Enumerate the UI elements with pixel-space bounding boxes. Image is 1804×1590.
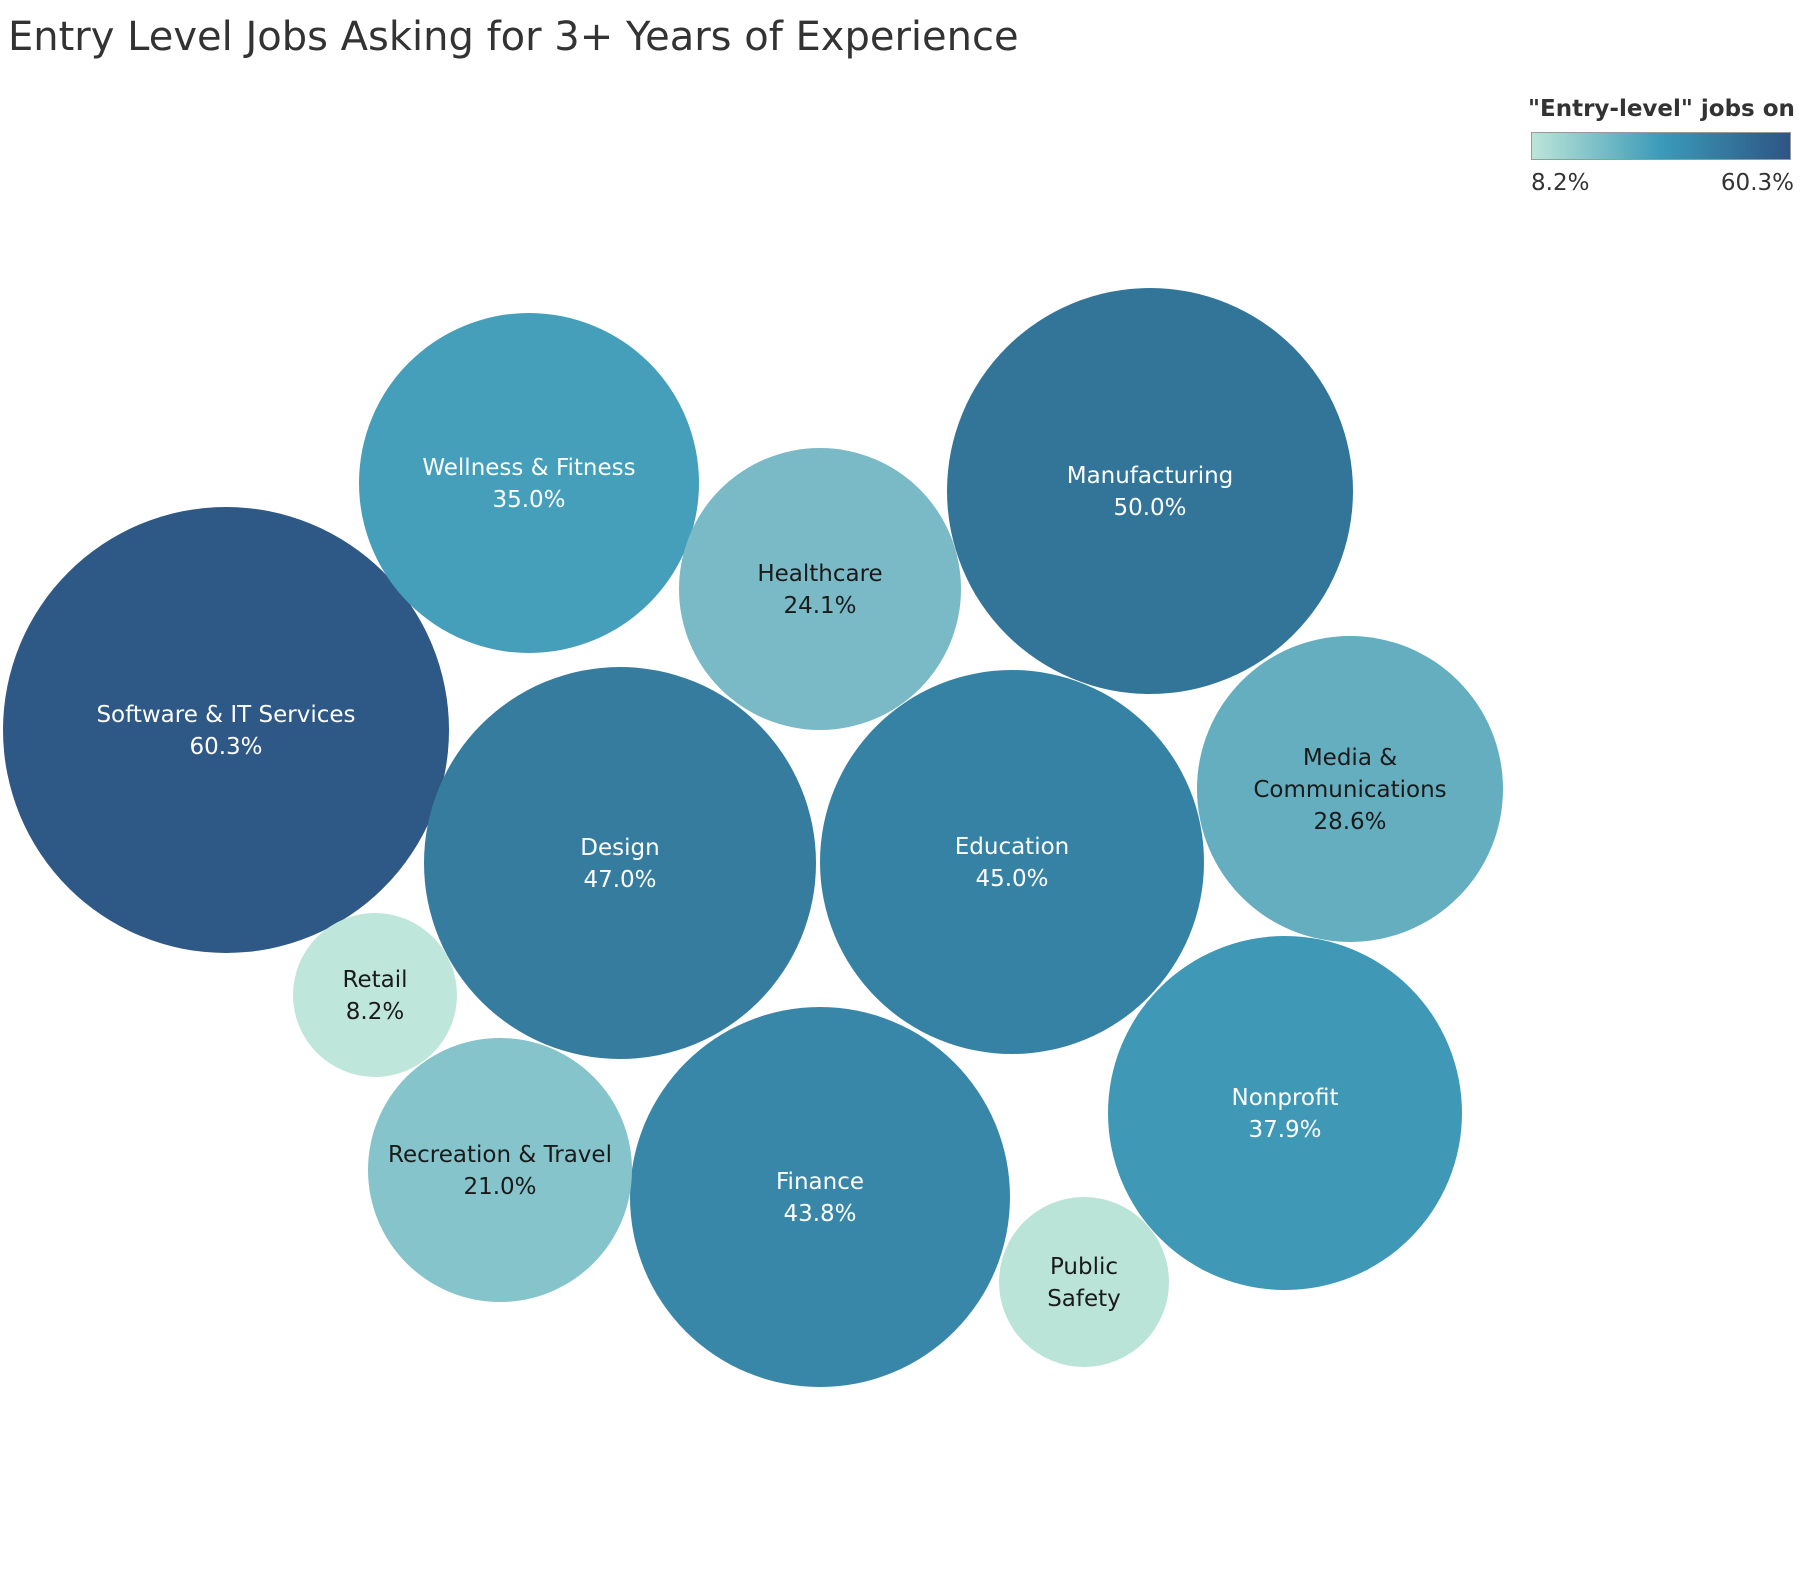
- bubble-value-retail: 8.2%: [346, 999, 404, 1025]
- bubble-manufacturing[interactable]: Manufacturing 50.0%: [947, 288, 1353, 694]
- bubble-value-wellness-and-fitness: 35.0%: [492, 487, 565, 513]
- bubble-value-finance: 43.8%: [783, 1201, 856, 1227]
- bubble-value-manufacturing: 50.0%: [1113, 495, 1186, 521]
- legend-title: "Entry-level" jobs on Li..: [1528, 96, 1804, 122]
- bubble-circle-manufacturing[interactable]: [947, 288, 1353, 694]
- bubble-label-design: Design: [580, 835, 659, 861]
- bubble-media-and-communications[interactable]: Media & Communications 28.6%: [1197, 636, 1503, 942]
- bubble-circle-nonprofit[interactable]: [1108, 936, 1462, 1290]
- bubble-finance[interactable]: Finance 43.8%: [630, 1007, 1010, 1387]
- bubble-label-wellness-and-fitness: Wellness & Fitness: [422, 455, 635, 481]
- bubble-circle-public-safety[interactable]: [999, 1197, 1169, 1367]
- bubble-label-media-and-communications: Communications: [1253, 777, 1446, 803]
- bubble-value-nonprofit: 37.9%: [1248, 1117, 1321, 1143]
- bubble-software-and-it-services[interactable]: Software & IT Services 60.3%: [3, 507, 449, 953]
- bubble-label-recreation-and-travel: Recreation & Travel: [388, 1142, 612, 1168]
- bubble-label-finance: Finance: [776, 1169, 864, 1195]
- bubble-value-media-and-communications: 28.6%: [1313, 809, 1386, 835]
- bubble-circle-healthcare[interactable]: [679, 448, 961, 730]
- legend-min-label: 8.2%: [1531, 170, 1590, 196]
- bubble-label-healthcare: Healthcare: [757, 561, 882, 587]
- bubble-wellness-and-fitness[interactable]: Wellness & Fitness 35.0%: [359, 313, 699, 653]
- bubble-circle-finance[interactable]: [630, 1007, 1010, 1387]
- color-legend: "Entry-level" jobs on Li.. 8.2% 60.3%: [1528, 96, 1804, 196]
- bubble-recreation-and-travel[interactable]: Recreation & Travel 21.0%: [368, 1038, 632, 1302]
- bubble-circle-media-and-communications[interactable]: [1197, 636, 1503, 942]
- bubble-circle-retail[interactable]: [293, 913, 457, 1077]
- bubble-circle-recreation-and-travel[interactable]: [368, 1038, 632, 1302]
- bubble-public-safety[interactable]: Public Safety: [999, 1197, 1169, 1367]
- bubble-label-manufacturing: Manufacturing: [1067, 463, 1234, 489]
- bubble-value-design: 47.0%: [583, 867, 656, 893]
- bubble-label-software-and-it-services: Software & IT Services: [96, 702, 355, 728]
- bubble-value-software-and-it-services: 60.3%: [189, 734, 262, 760]
- bubble-design[interactable]: Design 47.0%: [424, 667, 816, 1059]
- bubble-label-media-and-communications: Media &: [1303, 745, 1397, 771]
- bubble-education[interactable]: Education 45.0%: [820, 670, 1204, 1054]
- bubble-healthcare[interactable]: Healthcare 24.1%: [679, 448, 961, 730]
- legend-gradient-bar: [1531, 132, 1791, 160]
- legend-max-label: 60.3%: [1720, 170, 1794, 196]
- bubble-circle-design[interactable]: [424, 667, 816, 1059]
- bubble-retail[interactable]: Retail 8.2%: [293, 913, 457, 1077]
- bubble-value-recreation-and-travel: 21.0%: [463, 1174, 536, 1200]
- chart-title: Entry Level Jobs Asking for 3+ Years of …: [8, 14, 1019, 60]
- bubble-circle-wellness-and-fitness[interactable]: [359, 313, 699, 653]
- bubble-value-healthcare: 24.1%: [783, 593, 856, 619]
- bubble-label-public-safety: Public: [1050, 1254, 1118, 1280]
- bubble-label-nonprofit: Nonprofit: [1232, 1085, 1339, 1111]
- bubble-circle-software-and-it-services[interactable]: [3, 507, 449, 953]
- bubble-label-education: Education: [955, 834, 1070, 860]
- bubble-circle-education[interactable]: [820, 670, 1204, 1054]
- bubble-value-education: 45.0%: [975, 866, 1048, 892]
- bubble-nonprofit[interactable]: Nonprofit 37.9%: [1108, 936, 1462, 1290]
- bubble-label-public-safety: Safety: [1047, 1286, 1121, 1312]
- bubble-label-retail: Retail: [343, 967, 408, 993]
